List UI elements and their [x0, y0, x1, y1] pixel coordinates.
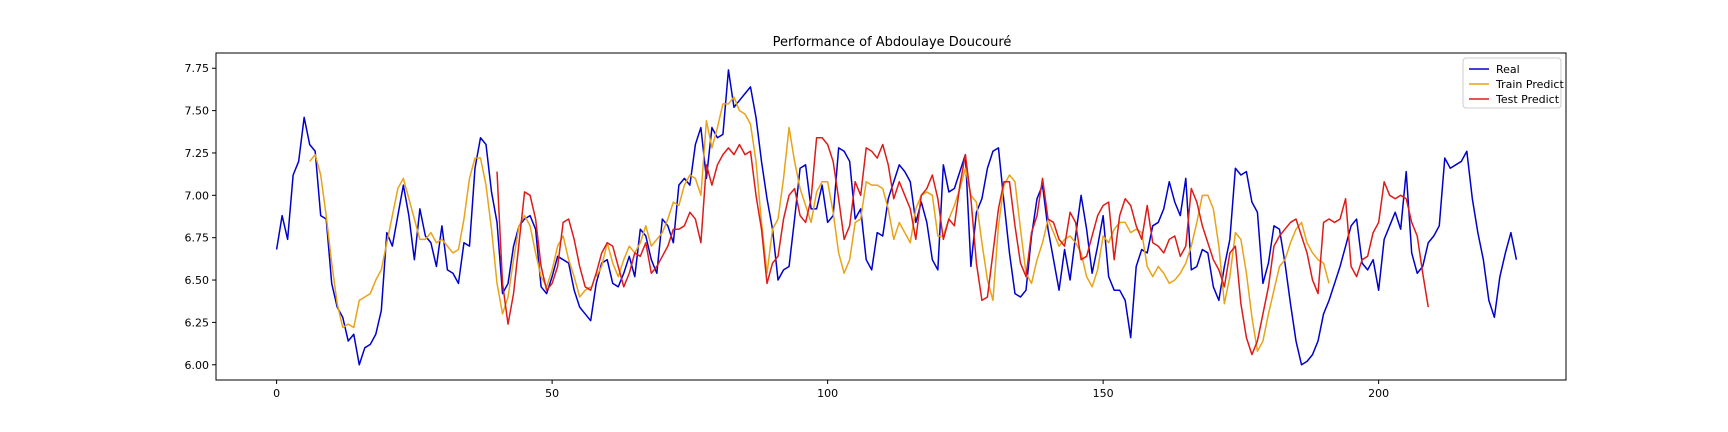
- x-tick-label: 50: [545, 387, 559, 400]
- legend-box: [1462, 57, 1562, 109]
- series-lines: [275, 69, 1518, 366]
- y-tick-label: 7.00: [185, 189, 210, 202]
- y-tick-label: 7.25: [185, 147, 210, 160]
- legend-entry: Train Predict: [1495, 78, 1564, 91]
- x-tick-label: 200: [1368, 387, 1389, 400]
- x-tick-label: 0: [273, 387, 280, 400]
- series-line-train-predict: [309, 153, 592, 329]
- legend-entry: Test Predict: [1495, 93, 1560, 106]
- y-tick-label: 7.75: [185, 62, 210, 75]
- legend-entry: Real: [1496, 63, 1520, 76]
- y-axis: 6.00 6.25 6.50 6.75 7.00 7.25 7.50 7.75: [185, 62, 216, 372]
- x-tick-label: 100: [817, 387, 838, 400]
- y-tick-label: 6.50: [185, 274, 210, 287]
- y-tick-label: 6.75: [185, 232, 210, 245]
- series-line-train-predict: [595, 96, 1330, 352]
- y-tick-label: 6.00: [185, 359, 210, 372]
- x-tick-label: 150: [1093, 387, 1114, 400]
- chart-title: Performance of Abdoulaye Doucouré: [773, 35, 1012, 50]
- series-line-test-predict: [496, 136, 1429, 356]
- y-tick-label: 7.50: [185, 105, 210, 118]
- series-line-real: [275, 69, 1518, 366]
- legend: Real Train Predict Test Predict: [1462, 57, 1564, 109]
- x-axis: 0 50 100 150 200: [273, 380, 1389, 400]
- y-tick-label: 6.25: [185, 316, 210, 329]
